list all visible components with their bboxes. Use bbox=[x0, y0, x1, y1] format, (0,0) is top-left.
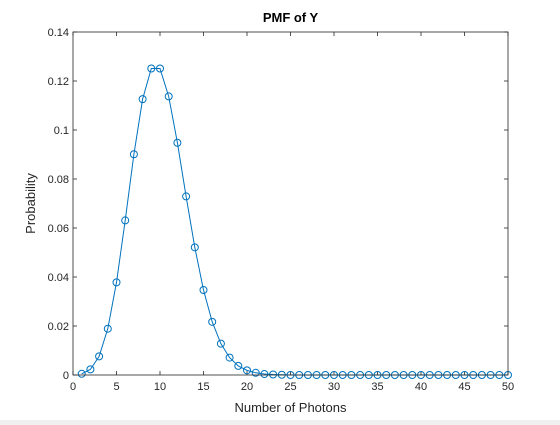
data-point-marker bbox=[225, 353, 234, 362]
data-point-marker bbox=[95, 352, 104, 361]
data-point-marker bbox=[182, 192, 191, 201]
data-point-marker bbox=[86, 365, 95, 374]
y-tick-label: 0.04 bbox=[48, 272, 69, 284]
x-tick-label: 10 bbox=[154, 381, 166, 393]
plot-frame bbox=[72, 31, 509, 376]
y-tick-label: 0.14 bbox=[48, 27, 69, 39]
x-tick-label: 35 bbox=[371, 381, 383, 393]
data-point-marker bbox=[121, 216, 130, 225]
x-tick-label: 30 bbox=[328, 381, 340, 393]
plot-area bbox=[73, 32, 508, 375]
y-axis-label: Probability bbox=[23, 173, 38, 234]
x-tick-label: 0 bbox=[70, 381, 76, 393]
y-axis-ticks: 0 0.02 0.04 0.06 0.08 0.1 0.12 0.14 bbox=[48, 27, 508, 382]
data-point-marker bbox=[234, 361, 243, 370]
x-tick-label: 50 bbox=[502, 381, 514, 393]
y-tick-label: 0.02 bbox=[48, 321, 69, 333]
data-point-marker bbox=[103, 324, 112, 333]
data-point-marker bbox=[164, 92, 173, 101]
data-point-marker bbox=[208, 317, 217, 326]
data-point-marker bbox=[77, 369, 86, 378]
data-point-marker bbox=[190, 243, 199, 252]
x-tick-label: 20 bbox=[241, 381, 253, 393]
data-point-marker bbox=[138, 95, 147, 104]
data-point-marker bbox=[147, 64, 156, 73]
data-point-marker bbox=[156, 64, 164, 73]
data-point-marker bbox=[112, 278, 121, 287]
data-point-marker bbox=[216, 339, 225, 348]
x-tick-label: 25 bbox=[284, 381, 296, 393]
data-point-marker bbox=[129, 150, 138, 159]
x-tick-label: 45 bbox=[458, 381, 470, 393]
x-axis-label: Number of Photons bbox=[234, 400, 347, 415]
chart-title: PMF of Y bbox=[263, 10, 319, 25]
y-tick-label: 0.12 bbox=[48, 76, 69, 88]
y-tick-label: 0 bbox=[63, 370, 69, 382]
data-point-marker bbox=[260, 370, 269, 379]
x-tick-label: 5 bbox=[113, 381, 119, 393]
y-tick-label: 0.06 bbox=[48, 223, 69, 235]
y-tick-label: 0.1 bbox=[54, 125, 69, 137]
x-tick-label: 15 bbox=[197, 381, 209, 393]
data-point-marker bbox=[243, 366, 251, 375]
data-point-marker bbox=[199, 285, 208, 294]
y-tick-label: 0.08 bbox=[48, 174, 69, 186]
data-point-marker bbox=[251, 368, 260, 377]
data-point-marker bbox=[173, 138, 182, 147]
x-axis-ticks: 0 5 10 15 20 25 30 35 40 45 50 bbox=[70, 32, 514, 393]
x-tick-label: 40 bbox=[415, 381, 427, 393]
data-point-marker bbox=[269, 370, 278, 379]
